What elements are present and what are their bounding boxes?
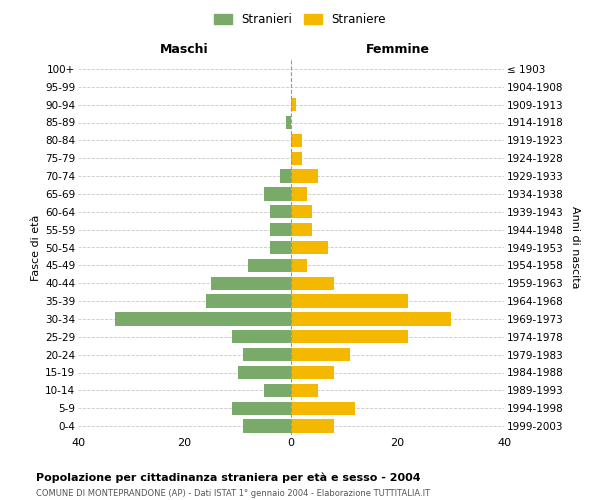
Bar: [291, 402, 355, 415]
Text: Popolazione per cittadinanza straniera per età e sesso - 2004: Popolazione per cittadinanza straniera p…: [36, 472, 421, 483]
Bar: [211, 276, 291, 290]
Text: COMUNE DI MONTEPRANDONE (AP) - Dati ISTAT 1° gennaio 2004 - Elaborazione TUTTITA: COMUNE DI MONTEPRANDONE (AP) - Dati ISTA…: [36, 489, 430, 498]
Bar: [291, 366, 334, 379]
Bar: [291, 152, 302, 165]
Bar: [291, 348, 350, 362]
Bar: [291, 384, 317, 397]
Bar: [291, 223, 313, 236]
Bar: [291, 330, 408, 344]
Bar: [243, 348, 291, 362]
Bar: [291, 98, 296, 112]
Bar: [248, 258, 291, 272]
Bar: [291, 420, 334, 433]
Bar: [291, 134, 302, 147]
Bar: [291, 312, 451, 326]
Bar: [243, 420, 291, 433]
Bar: [291, 241, 328, 254]
Bar: [238, 366, 291, 379]
Bar: [291, 187, 307, 200]
Bar: [291, 294, 408, 308]
Bar: [291, 170, 317, 183]
Bar: [280, 170, 291, 183]
Bar: [286, 116, 291, 129]
Bar: [291, 276, 334, 290]
Bar: [206, 294, 291, 308]
Y-axis label: Fasce di età: Fasce di età: [31, 214, 41, 280]
Y-axis label: Anni di nascita: Anni di nascita: [570, 206, 580, 289]
Text: Maschi: Maschi: [160, 44, 209, 57]
Bar: [270, 241, 291, 254]
Bar: [291, 258, 307, 272]
Bar: [291, 205, 313, 218]
Bar: [115, 312, 291, 326]
Bar: [232, 330, 291, 344]
Legend: Stranieri, Straniere: Stranieri, Straniere: [209, 8, 391, 31]
Bar: [265, 187, 291, 200]
Bar: [265, 384, 291, 397]
Bar: [270, 205, 291, 218]
Bar: [232, 402, 291, 415]
Text: Femmine: Femmine: [365, 44, 430, 57]
Bar: [270, 223, 291, 236]
